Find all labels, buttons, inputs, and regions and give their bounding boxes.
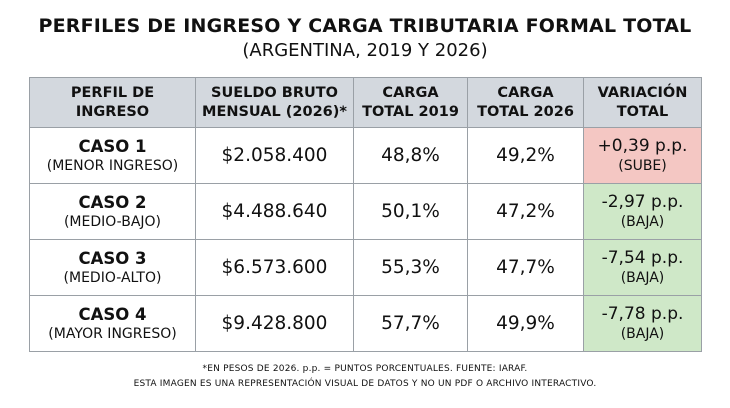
- carga-2019-cell: 55,3%: [353, 239, 468, 296]
- carga-2026-cell: 49,2%: [467, 127, 584, 184]
- profile-cell: CASO 2 (MEDIO-BAJO): [29, 183, 196, 240]
- case-profile: (MAYOR INGRESO): [48, 325, 177, 342]
- header-variation: VARIACIÓN TOTAL: [583, 77, 702, 128]
- case-profile: (MEDIO-BAJO): [63, 213, 162, 230]
- salary-cell: $9.428.800: [195, 295, 354, 352]
- case-name: CASO 3: [78, 248, 147, 268]
- carga-2026-cell: 49,9%: [467, 295, 584, 352]
- carga-2026-cell: 47,2%: [467, 183, 584, 240]
- variation-cell: +0,39 p.p. (SUBE): [583, 127, 702, 184]
- profile-cell: CASO 4 (MAYOR INGRESO): [29, 295, 196, 352]
- carga-2019-cell: 50,1%: [353, 183, 468, 240]
- case-name: CASO 4: [78, 304, 147, 324]
- table-row: CASO 2 (MEDIO-BAJO) $4.488.640 50,1% 47,…: [29, 183, 702, 240]
- footnote: *EN PESOS DE 2026. p.p. = PUNTOS PORCENT…: [202, 364, 528, 374]
- profile-cell: CASO 1 (MENOR INGRESO): [29, 127, 196, 184]
- variation-direction: (BAJA): [620, 214, 665, 230]
- salary-cell: $6.573.600: [195, 239, 354, 296]
- carga-2026-cell: 47,7%: [467, 239, 584, 296]
- page-subtitle: (ARGENTINA, 2019 Y 2026): [242, 40, 488, 61]
- profile-cell: CASO 3 (MEDIO-ALTO): [29, 239, 196, 296]
- variation-value: -7,54 p.p.: [601, 248, 684, 268]
- variation-value: -2,97 p.p.: [601, 192, 684, 212]
- table-row: CASO 4 (MAYOR INGRESO) $9.428.800 57,7% …: [29, 295, 702, 352]
- variation-direction: (BAJA): [620, 270, 665, 286]
- case-profile: (MEDIO-ALTO): [63, 269, 162, 286]
- variation-cell: -7,54 p.p. (BAJA): [583, 239, 702, 296]
- header-salary: SUELDO BRUTO MENSUAL (2026)*: [195, 77, 354, 128]
- variation-cell: -2,97 p.p. (BAJA): [583, 183, 702, 240]
- header-carga-2019: CARGA TOTAL 2019: [353, 77, 468, 128]
- variation-value: +0,39 p.p.: [597, 136, 688, 156]
- disclaimer: ESTA IMAGEN ES UNA REPRESENTACIÓN VISUAL…: [133, 379, 597, 389]
- table-header-row: PERFIL DE INGRESO SUELDO BRUTO MENSUAL (20…: [29, 77, 702, 128]
- carga-2019-cell: 48,8%: [353, 127, 468, 184]
- salary-cell: $4.488.640: [195, 183, 354, 240]
- variation-value: -7,78 p.p.: [601, 304, 684, 324]
- variation-cell: -7,78 p.p. (BAJA): [583, 295, 702, 352]
- case-profile: (MENOR INGRESO): [46, 157, 179, 174]
- carga-2019-cell: 57,7%: [353, 295, 468, 352]
- variation-direction: (BAJA): [620, 326, 665, 342]
- case-name: CASO 2: [78, 192, 147, 212]
- header-carga-2026: CARGA TOTAL 2026: [467, 77, 584, 128]
- variation-direction: (SUBE): [618, 158, 667, 174]
- tax-burden-table: PERFIL DE INGRESO SUELDO BRUTO MENSUAL (20…: [29, 77, 702, 352]
- header-profile: PERFIL DE INGRESO: [29, 77, 196, 128]
- page-title: PERFILES DE INGRESO Y CARGA TRIBUTARIA F…: [38, 15, 692, 37]
- table-row: CASO 1 (MENOR INGRESO) $2.058.400 48,8% …: [29, 127, 702, 184]
- table-row: CASO 3 (MEDIO-ALTO) $6.573.600 55,3% 47,…: [29, 239, 702, 296]
- salary-cell: $2.058.400: [195, 127, 354, 184]
- case-name: CASO 1: [78, 136, 147, 156]
